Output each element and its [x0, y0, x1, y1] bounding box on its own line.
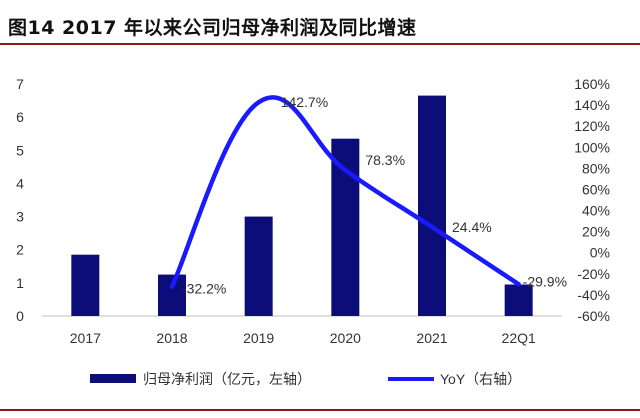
left-tick-label: 7: [16, 76, 24, 92]
yoy-data-label: -29.9%: [523, 273, 567, 289]
bar: [331, 138, 360, 316]
yoy-data-labels: -32.2% 142.7% 78.3% 24.4% -29.9%: [182, 94, 567, 296]
bar-series: [71, 95, 533, 316]
right-tick-label: 160%: [574, 76, 610, 92]
right-tick-label: -20%: [577, 266, 610, 282]
right-tick-label: 80%: [582, 160, 610, 176]
right-tick-label: 20%: [582, 224, 610, 240]
yoy-data-label: -32.2%: [182, 281, 226, 297]
x-tick-label: 2019: [243, 330, 274, 346]
right-tick-label: 100%: [574, 139, 610, 155]
right-axis: -60% -40% -20% 0% 20% 40% 60% 80% 100% 120% 140% 16…: [574, 76, 610, 324]
right-tick-label: 0%: [590, 245, 610, 261]
left-tick-label: 2: [16, 242, 24, 258]
x-tick-label: 2021: [416, 330, 447, 346]
yoy-line: [169, 95, 521, 289]
yoy-data-label: 142.7%: [281, 94, 328, 110]
left-tick-label: 0: [16, 308, 24, 324]
figure-title: 图14 2017 年以来公司归母净利润及同比增速: [8, 17, 417, 39]
right-tick-label: 140%: [574, 97, 610, 113]
bar: [418, 95, 446, 316]
left-tick-label: 5: [16, 142, 24, 158]
legend: 归母净利润（亿元，左轴） YoY（右轴）: [90, 371, 521, 387]
left-tick-label: 6: [16, 109, 24, 125]
right-tick-label: 40%: [582, 203, 610, 219]
bar: [504, 284, 533, 316]
x-tick-label: 2020: [330, 330, 361, 346]
left-tick-label: 4: [16, 175, 24, 191]
left-tick-label: 3: [16, 209, 24, 225]
legend-label-bar: 归母净利润（亿元，左轴）: [143, 371, 311, 387]
x-tick-label: 2018: [156, 330, 187, 346]
bar: [71, 254, 100, 316]
x-axis: 2017 2018 2019 2020 2021 22Q1: [70, 330, 536, 346]
yoy-data-label: 78.3%: [365, 152, 405, 168]
legend-label-line: YoY（右轴）: [440, 371, 521, 387]
x-tick-label: 2017: [70, 330, 101, 346]
title-divider: [0, 43, 640, 45]
right-tick-label: 120%: [574, 118, 610, 134]
bar: [244, 216, 273, 316]
x-tick-label: 22Q1: [502, 330, 536, 346]
legend-swatch-bar: [90, 374, 136, 383]
right-tick-label: -40%: [577, 287, 610, 303]
right-tick-label: 60%: [582, 181, 610, 197]
left-axis: 0 1 2 3 4 5 6 7: [16, 76, 24, 324]
left-tick-label: 1: [16, 275, 24, 291]
right-tick-label: -60%: [577, 308, 610, 324]
bottom-divider: [0, 409, 640, 411]
yoy-data-label: 24.4%: [452, 219, 492, 235]
